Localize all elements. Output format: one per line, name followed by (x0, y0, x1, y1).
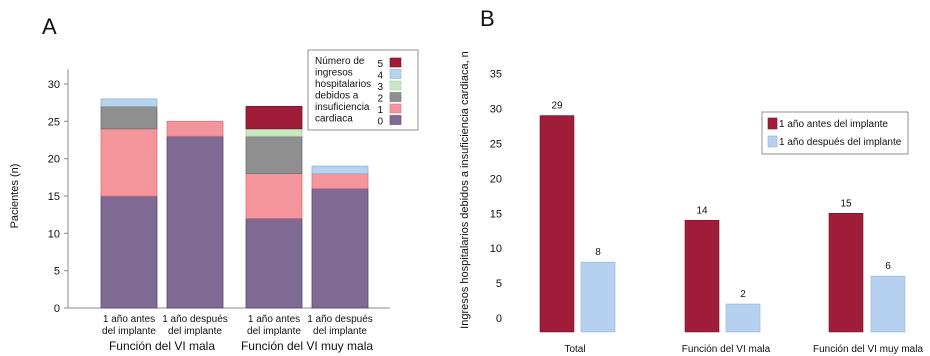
x-tick-label-a: del implante (247, 326, 301, 337)
legend-swatch (389, 80, 402, 91)
data-label: 29 (551, 101, 563, 112)
bar (870, 275, 906, 333)
legend-title-line: cardiaca (315, 114, 353, 125)
bar (684, 219, 720, 333)
y-tick-label-a: 0 (54, 303, 60, 315)
x-tick-label-a: del implante (313, 326, 367, 337)
legend-entry-label: 1 año después del implante (779, 137, 902, 148)
y-tick-label-b: 0 (496, 313, 502, 325)
data-label: 15 (840, 198, 852, 209)
y-tick-label-a: 5 (54, 266, 60, 278)
legend-swatch (389, 103, 402, 114)
x-tick-label-a: 1 año después (162, 314, 228, 325)
legend-entry-label: 5 (377, 59, 383, 70)
legend-entry-label: 4 (377, 71, 383, 82)
x-tick-label-b: Función del VI mala (682, 344, 771, 355)
bar-segment (100, 106, 158, 130)
legend-title-line: ingresos (315, 68, 353, 79)
y-tick-label-b: 25 (490, 139, 502, 151)
data-label: 8 (595, 247, 601, 258)
legend-title-line: hospitalarios (315, 79, 371, 90)
panel-letter-a: A (42, 14, 57, 39)
x-tick-label-b: Total (564, 344, 585, 355)
bar-segment (166, 120, 224, 137)
group-label-a: Función del VI muy mala (241, 339, 373, 353)
bar-segment (166, 135, 224, 309)
bar-segment (100, 128, 158, 197)
x-tick-label-a: 1 año antes (248, 314, 300, 325)
panel-letter-b: B (480, 6, 495, 31)
x-tick-label-a: del implante (168, 326, 222, 337)
y-tick-label-a: 30 (48, 79, 60, 91)
y-tick-label-a: 25 (48, 116, 60, 128)
bar-segment (100, 195, 158, 309)
y-tick-label-b: 30 (490, 104, 502, 116)
legend-entry-label: 0 (377, 117, 383, 128)
x-tick-label-b: Función del VI muy mala (813, 344, 923, 355)
bar (539, 115, 575, 333)
x-tick-label-a: del implante (102, 326, 156, 337)
x-tick-label-a: 1 año antes (103, 314, 155, 325)
legend-swatch (767, 117, 778, 130)
y-tick-label-b: 5 (496, 278, 502, 290)
y-tick-label-b: 10 (490, 243, 502, 255)
x-tick-label-a: 1 año después (307, 314, 373, 325)
data-label: 6 (885, 261, 891, 272)
bar-segment (245, 128, 303, 137)
y-tick-label-a: 10 (48, 228, 60, 240)
y-tick-label-b: 35 (490, 69, 502, 81)
bar (725, 303, 761, 333)
bar-segment (311, 165, 369, 174)
y-tick-label-b: 20 (490, 173, 502, 185)
legend-title-line: insuficiencia (315, 102, 370, 113)
legend-swatch (767, 135, 778, 148)
legend-swatch (389, 57, 402, 68)
bar-segment (245, 135, 303, 174)
legend-swatch (389, 115, 402, 125)
legend-title-line: Número de (315, 56, 365, 67)
legend-swatch (389, 69, 402, 79)
bar-segment (311, 173, 369, 189)
legend-entry-label: 1 año antes del implante (779, 119, 888, 130)
legend-entry-label: 3 (377, 82, 383, 93)
y-tick-label-b: 15 (490, 208, 502, 220)
bar (828, 213, 864, 333)
y-tick-label-a: 20 (48, 154, 60, 166)
bar-segment (245, 173, 303, 219)
data-label: 2 (740, 289, 746, 300)
legend-box-b (761, 111, 909, 155)
y-tick-label-a: 15 (48, 191, 60, 203)
legend-swatch (389, 92, 402, 102)
y-axis-label-b: Ingresos hospitalarios debidos a insufic… (459, 51, 471, 329)
bar-segment (100, 98, 158, 107)
legend-entry-label: 2 (377, 94, 383, 105)
bar-segment (245, 106, 303, 130)
y-axis-label-a: Pacientes (n) (9, 164, 21, 229)
bar-segment (245, 217, 303, 309)
legend-entry-label: 1 (377, 105, 383, 116)
data-label: 14 (696, 205, 708, 216)
bar (580, 261, 616, 333)
chart-b: 0 5 10 15 20 25 30 35 Ingresos hospitalarios deb… (459, 51, 923, 355)
group-label-a: Función del VI mala (109, 339, 215, 353)
legend-title-line: debidos a (315, 91, 359, 102)
legend-b: 1 año antes del implante 1 año después de… (761, 111, 909, 155)
bar-segment (311, 188, 369, 309)
